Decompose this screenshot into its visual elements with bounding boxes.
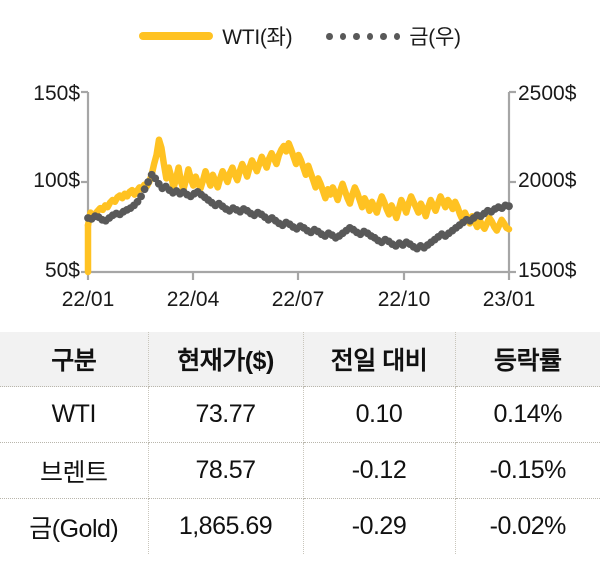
left-tick-label-1: 100$ xyxy=(33,169,80,192)
row-price-brent: 78.57 xyxy=(148,442,304,499)
legend-item-wti: WTI(좌) xyxy=(139,21,293,51)
price-chart: 150$ 100$ 50$ 2500$ 2000$ 1500$ xyxy=(0,68,600,320)
row-change-gold: -0.29 xyxy=(303,498,456,554)
left-tick-label-0: 150$ xyxy=(33,82,80,105)
right-tick-label-1: 2000$ xyxy=(518,169,577,192)
x-tick-label-2: 22/07 xyxy=(272,288,325,311)
row-rate-gold: -0.02% xyxy=(455,498,600,554)
row-label-brent: 브렌트 xyxy=(0,442,149,499)
row-label-gold: 금(Gold) xyxy=(0,498,149,554)
dotted-line-icon xyxy=(326,32,401,40)
wti-series-line xyxy=(84,136,513,234)
row-price-gold: 1,865.69 xyxy=(148,498,304,554)
column-header-price: 현재가($) xyxy=(148,332,304,387)
row-change-brent: -0.12 xyxy=(303,442,456,499)
gold-data-point xyxy=(144,178,153,186)
commodity-price-table: 구분 현재가($) 전일 대비 등락률 WTI 73.77 0.10 0.14%… xyxy=(0,332,600,554)
right-tick-label-2: 1500$ xyxy=(518,259,577,282)
legend-label-wti: WTI(좌) xyxy=(222,26,293,49)
gold-data-point xyxy=(137,192,145,201)
solid-line-icon xyxy=(139,32,214,40)
right-tick-label-0: 2500$ xyxy=(518,82,577,105)
legend-item-gold: 금(우) xyxy=(326,21,461,51)
x-tick-label-3: 22/10 xyxy=(378,288,431,311)
column-header-change: 전일 대비 xyxy=(303,332,456,387)
x-tick-label-0: 22/01 xyxy=(62,288,115,311)
table-header-row: 구분 현재가($) 전일 대비 등락률 xyxy=(0,332,600,387)
table-row: 브렌트 78.57 -0.12 -0.15% xyxy=(0,442,600,499)
row-price-wti: 73.77 xyxy=(148,386,304,443)
x-axis-labels: 22/01 22/04 22/07 22/10 23/01 xyxy=(62,288,536,311)
x-tick-label-1: 22/04 xyxy=(167,288,220,311)
column-header-rate: 등락률 xyxy=(455,332,600,387)
table-row: 금(Gold) 1,865.69 -0.29 -0.02% xyxy=(0,498,600,554)
chart-legend: WTI(좌) 금(우) xyxy=(0,0,600,72)
left-axis-labels: 150$ 100$ 50$ xyxy=(33,82,80,282)
gold-data-point xyxy=(140,185,149,194)
row-rate-wti: 0.14% xyxy=(455,386,600,443)
gold-data-point xyxy=(505,202,513,211)
left-tick-label-2: 50$ xyxy=(45,259,80,282)
plot-series-group xyxy=(84,136,513,276)
row-label-wti: WTI xyxy=(0,386,149,443)
right-axis-labels: 2500$ 2000$ 1500$ xyxy=(518,82,577,282)
row-change-wti: 0.10 xyxy=(303,386,456,443)
x-tick-label-4: 23/01 xyxy=(483,288,536,311)
table-row: WTI 73.77 0.10 0.14% xyxy=(0,386,600,443)
column-header-name: 구분 xyxy=(0,332,149,387)
legend-label-gold: 금(우) xyxy=(409,26,461,49)
row-rate-brent: -0.15% xyxy=(455,442,600,499)
